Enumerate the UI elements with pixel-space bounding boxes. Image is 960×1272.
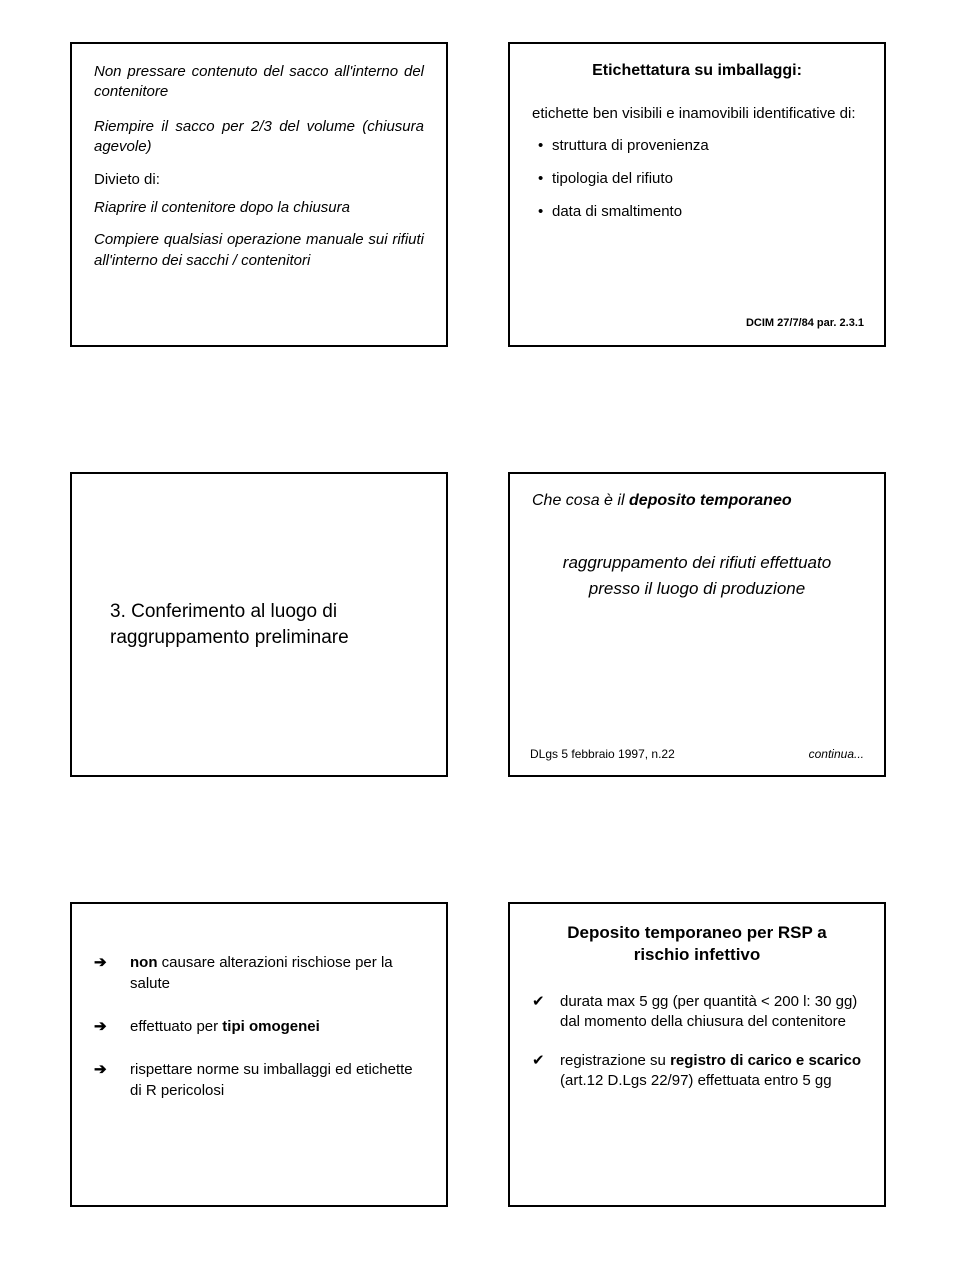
s4-body: raggruppamento dei rifiuti effettuato pr…: [532, 550, 862, 601]
s1-line2: Riempire il sacco per 2/3 del volume (ch…: [94, 117, 424, 158]
check-icon: ✔: [532, 1051, 545, 1071]
slide-2: Etichettatura su imballaggi: etichette b…: [508, 42, 886, 347]
s5-item-0: ➔ non causare alterazioni rischiose per …: [94, 952, 424, 994]
s5-i0-pre: non: [130, 954, 158, 971]
s2-item-1: tipologia del rifiuto: [538, 165, 862, 192]
s1-line3: Riaprire il contenitore dopo la chiusura: [94, 198, 424, 218]
s1-line1: Non pressare contenuto del sacco all'int…: [94, 62, 424, 103]
s5-i0-rest: causare alterazioni rischiose per la sal…: [130, 954, 393, 992]
s6-c1-b: (art.12 D.Lgs 22/97) effettuata entro 5 …: [560, 1072, 832, 1089]
s3-text: 3. Conferimento al luogo di raggruppamen…: [94, 599, 424, 650]
arrow-icon: ➔: [94, 952, 107, 973]
s6-title: Deposito temporaneo per RSP a rischio in…: [532, 922, 862, 966]
s4-ref-left: DLgs 5 febbraio 1997, n.22: [530, 747, 675, 761]
s4-q-prefix: Che cosa è il: [532, 492, 629, 509]
s2-intro: etichette ben visibili e inamovibili ide…: [532, 102, 862, 126]
s4-q-bold: deposito temporaneo: [629, 492, 792, 509]
slide-3: 3. Conferimento al luogo di raggruppamen…: [70, 472, 448, 777]
s5-i1-bold: tipi omogenei: [222, 1018, 320, 1035]
s2-title: Etichettatura su imballaggi:: [532, 62, 862, 80]
s4-question: Che cosa è il deposito temporaneo: [532, 492, 862, 510]
s6-c1-bold: registro di carico e scarico: [670, 1052, 861, 1069]
s2-item-2: data di smaltimento: [538, 198, 862, 225]
s2-item-0: struttura di provenienza: [538, 132, 862, 159]
s1-divieto: Divieto di:: [94, 171, 424, 188]
arrow-icon: ➔: [94, 1059, 107, 1080]
s4-ref-right: continua...: [809, 747, 864, 761]
s6-check-1: ✔ registrazione su registro di carico e …: [532, 1051, 862, 1092]
s1-line4: Compiere qualsiasi operazione manuale su…: [94, 230, 424, 271]
slide-4: Che cosa è il deposito temporaneo raggru…: [508, 472, 886, 777]
slide-1: Non pressare contenuto del sacco all'int…: [70, 42, 448, 347]
s5-i2-rest: rispettare norme su imballaggi ed etiche…: [130, 1061, 413, 1099]
s4-refs: DLgs 5 febbraio 1997, n.22 continua...: [530, 747, 864, 761]
slide-6: Deposito temporaneo per RSP a rischio in…: [508, 902, 886, 1207]
s2-ref: DCIM 27/7/84 par. 2.3.1: [746, 317, 864, 329]
s5-item-2: ➔ rispettare norme su imballaggi ed etic…: [94, 1059, 424, 1101]
s6-c0-text: durata max 5 gg (per quantità < 200 l: 3…: [560, 993, 857, 1030]
s5-list: ➔ non causare alterazioni rischiose per …: [94, 952, 424, 1101]
s2-bullets: struttura di provenienza tipologia del r…: [532, 132, 862, 225]
s6-list: ✔ durata max 5 gg (per quantità < 200 l:…: [532, 992, 862, 1091]
s6-check-0: ✔ durata max 5 gg (per quantità < 200 l:…: [532, 992, 862, 1033]
check-icon: ✔: [532, 992, 545, 1012]
s6-c1-a: registrazione su: [560, 1052, 670, 1069]
s5-i1-rest-a: effettuato per: [130, 1018, 222, 1035]
slide-5: ➔ non causare alterazioni rischiose per …: [70, 902, 448, 1207]
s5-item-1: ➔ effettuato per tipi omogenei: [94, 1016, 424, 1037]
arrow-icon: ➔: [94, 1016, 107, 1037]
